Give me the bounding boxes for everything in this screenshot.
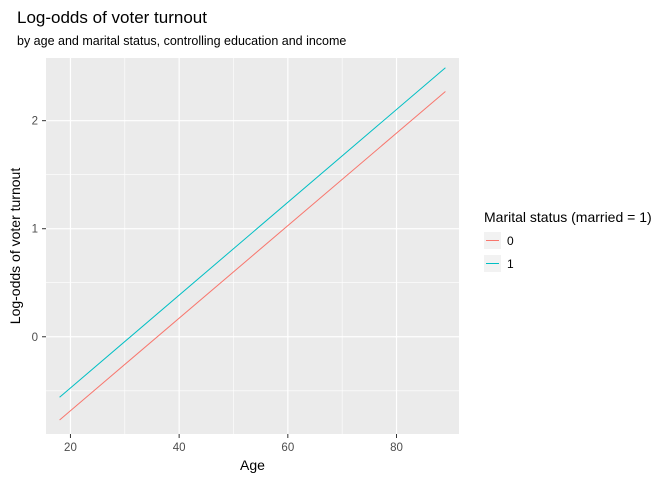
chart-subtitle: by age and marital status, controlling e…	[17, 34, 346, 48]
chart-title: Log-odds of voter turnout	[17, 8, 207, 27]
series-layer	[59, 67, 446, 421]
series-line-0	[59, 91, 446, 421]
legend-keys: 01	[484, 232, 514, 272]
axis-layer: 20 40 60 80 0 1 2	[32, 116, 403, 454]
legend-label-1: 1	[507, 257, 514, 271]
series-line-1	[59, 67, 446, 398]
legend: Marital status (married = 1) 01	[484, 209, 652, 272]
x-tick-label: 80	[390, 442, 403, 454]
x-axis-title: Age	[240, 457, 265, 473]
grid-layer	[46, 58, 459, 434]
x-tick-label: 60	[281, 442, 294, 454]
y-tick-label: 0	[32, 332, 38, 344]
x-tick-label: 20	[64, 442, 77, 454]
y-tick-label: 1	[32, 224, 38, 236]
legend-label-0: 0	[507, 234, 514, 248]
x-tick-label: 40	[173, 442, 186, 454]
y-axis-title: Log-odds of voter turnout	[7, 168, 23, 325]
y-tick-label: 2	[32, 116, 38, 128]
legend-title: Marital status (married = 1)	[484, 209, 652, 225]
